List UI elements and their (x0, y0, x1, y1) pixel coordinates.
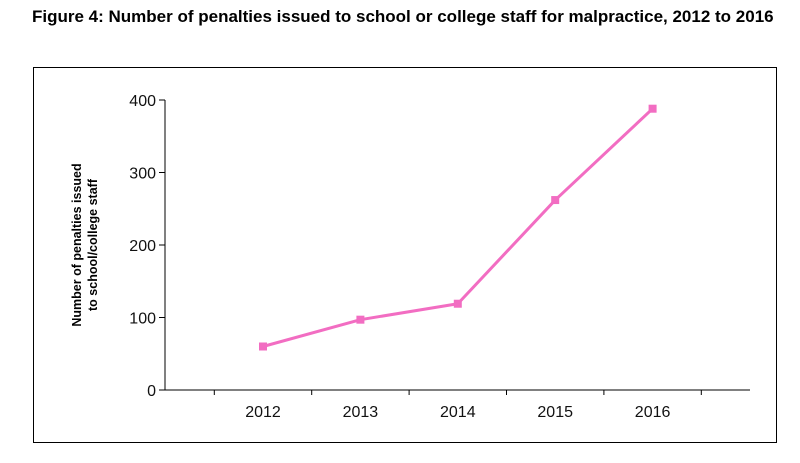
chart-frame (33, 67, 777, 443)
y-axis-label-line2: to school/college staff (86, 178, 100, 311)
y-tick-label: 0 (147, 383, 156, 400)
data-point-marker (259, 342, 267, 351)
y-tick-label: 200 (129, 238, 156, 255)
y-tick-label: 300 (129, 166, 156, 183)
data-point-marker (648, 104, 657, 113)
y-tick-label: 400 (129, 93, 156, 110)
data-point-marker (551, 196, 560, 205)
x-tick-label: 2014 (440, 404, 476, 421)
data-point-marker (453, 299, 462, 308)
data-point-marker (356, 315, 365, 324)
x-tick-label: 2015 (537, 404, 573, 421)
series-line (262, 107, 654, 348)
y-tick-label: 100 (129, 311, 156, 328)
x-tick-label: 2013 (343, 404, 379, 421)
series-group (259, 104, 657, 351)
x-tick-label: 2012 (245, 404, 281, 421)
figure-title: Figure 4: Number of penalties issued to … (32, 7, 774, 26)
y-axis-label: Number of penalties issued to school/col… (70, 163, 100, 326)
x-tick-label: 2016 (635, 404, 671, 421)
axes: 0 100 200 300 400 2012 2013 2014 2015 2016 (129, 93, 750, 421)
y-axis-label-line1: Number of penalties issued (70, 163, 84, 326)
